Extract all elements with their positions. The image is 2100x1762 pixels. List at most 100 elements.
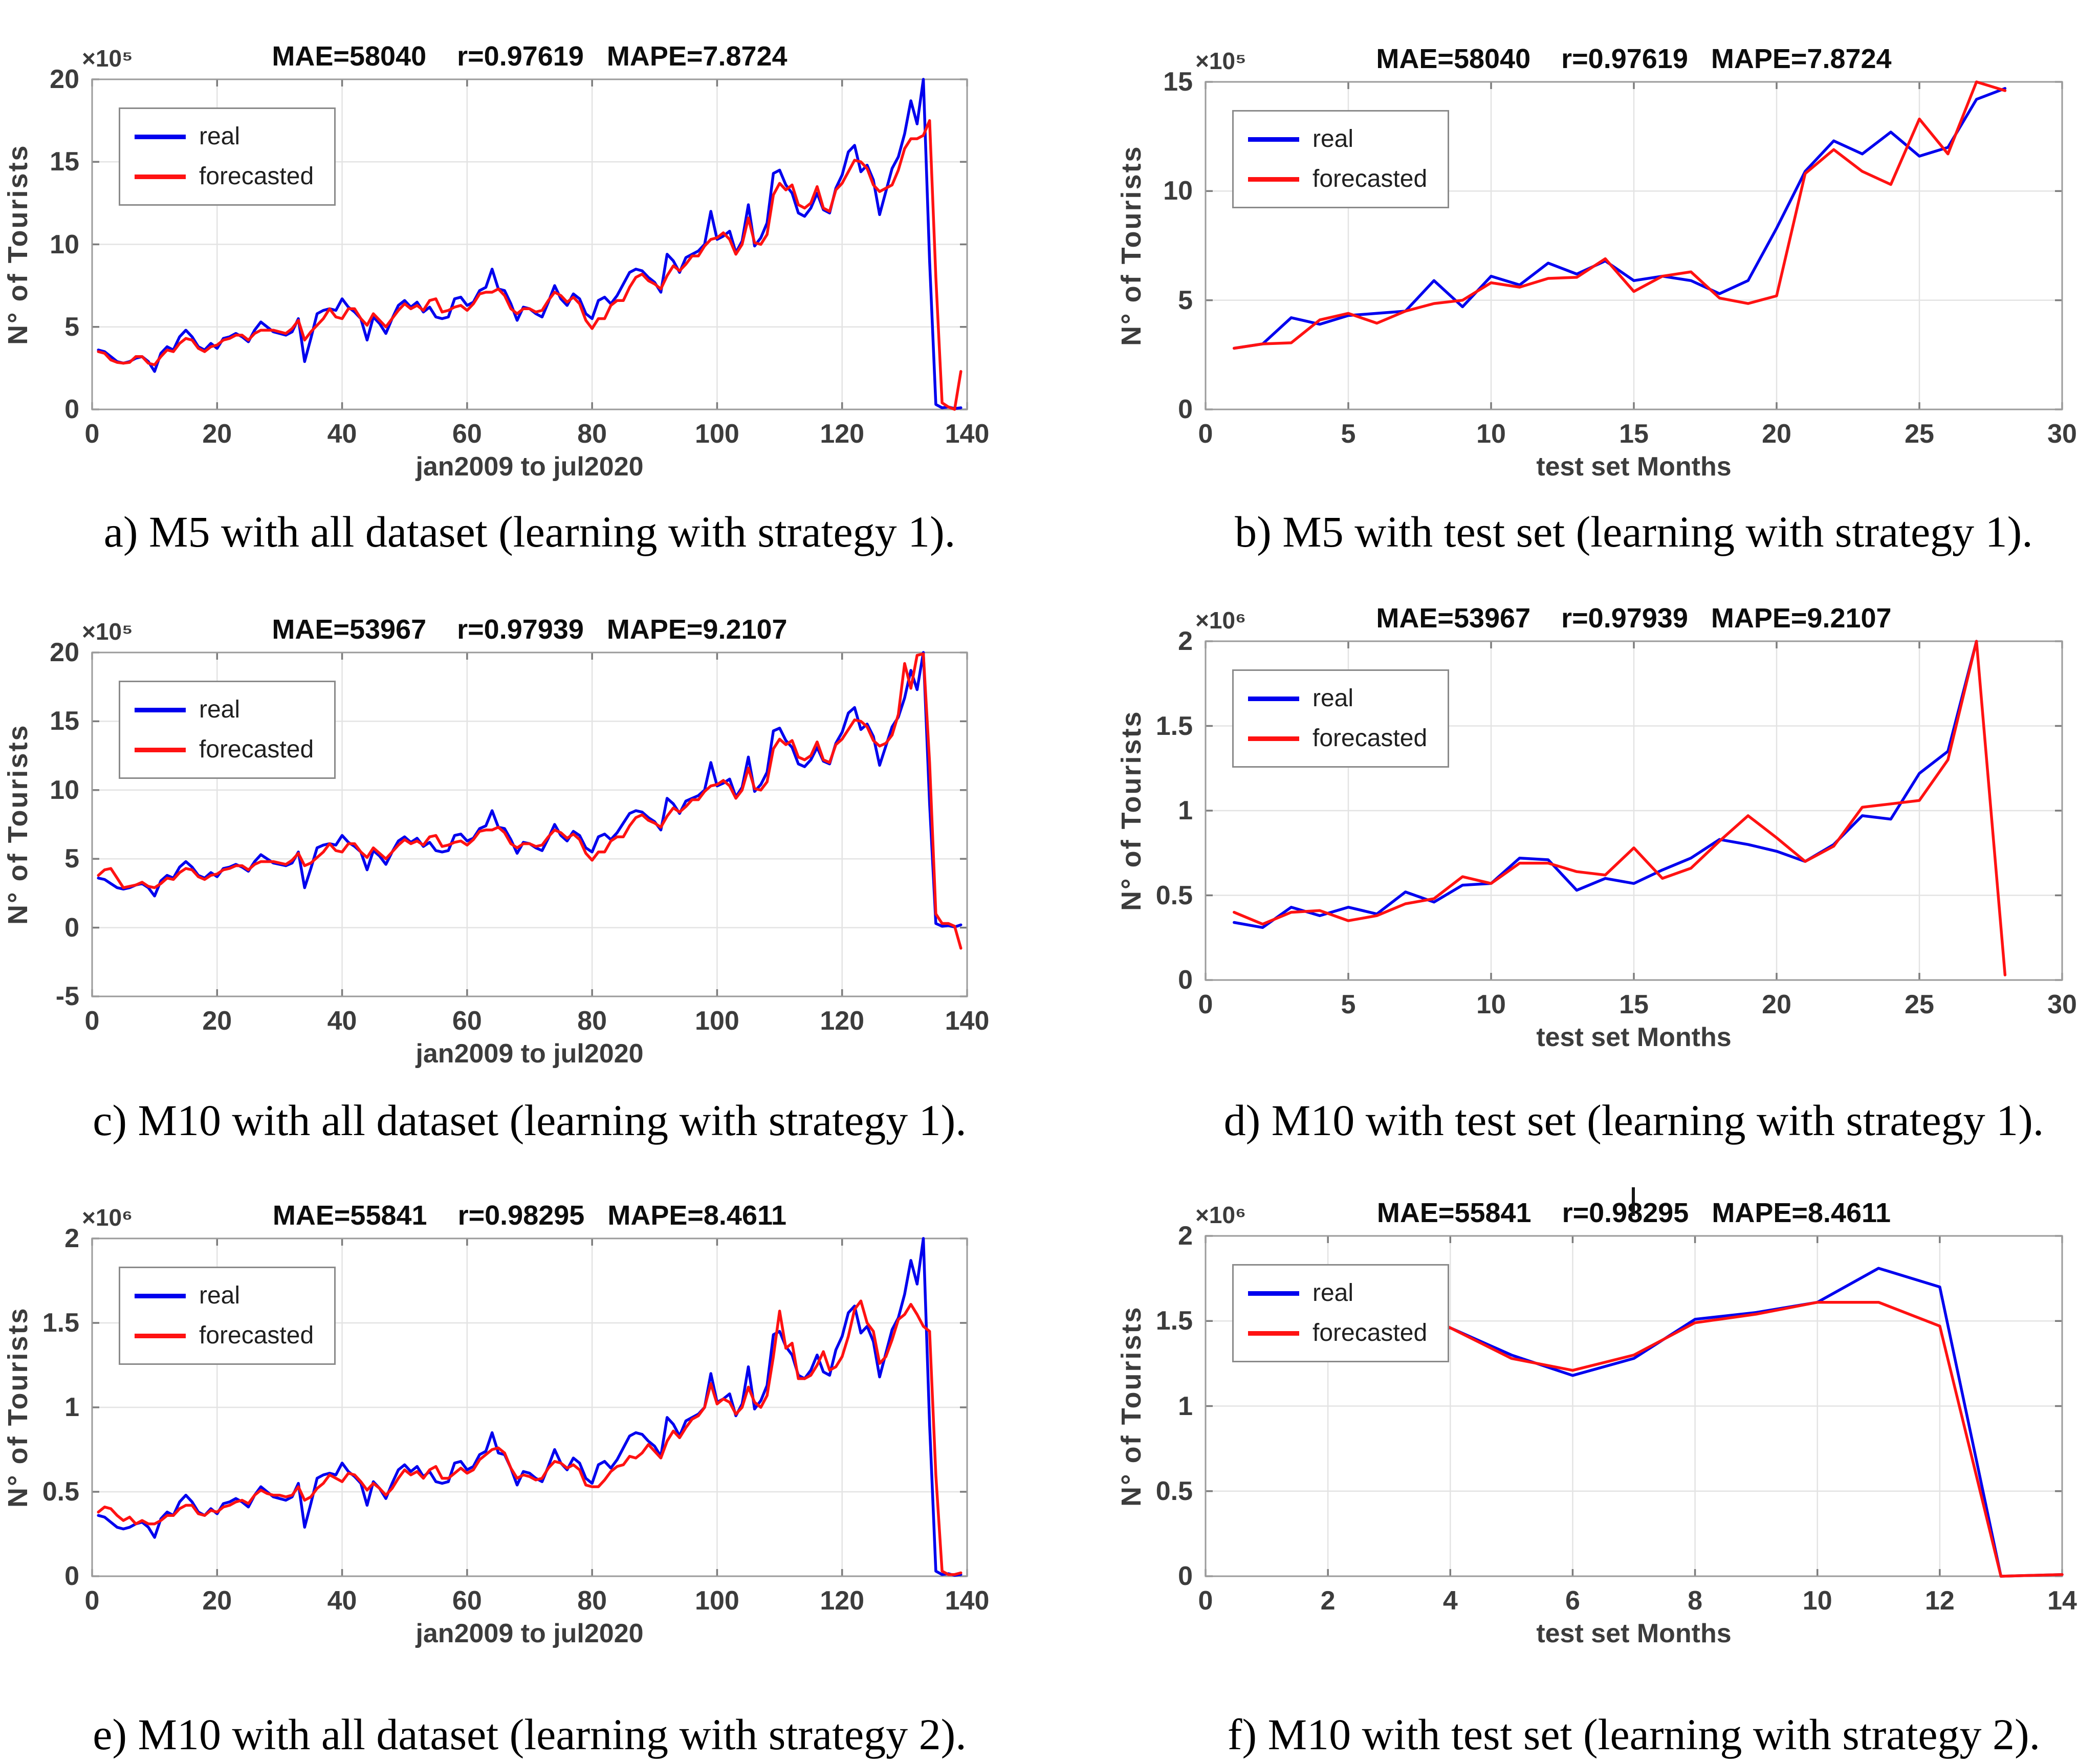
chart-title: MAE=55841 r=0.98295 MAPE=8.4611 [1376, 1198, 1891, 1228]
x-tick-label: 14 [2047, 1586, 2077, 1616]
x-tick-label: 0 [84, 1006, 100, 1036]
y-axis-exponent: ×10⁵ [82, 45, 133, 72]
x-axis-label: jan2009 to jul2020 [415, 1039, 644, 1069]
x-tick-label: 25 [1905, 990, 1934, 1019]
x-tick-label: 40 [327, 1006, 357, 1036]
x-axis-label: jan2009 to jul2020 [415, 1619, 644, 1648]
y-axis-exponent: ×10⁶ [82, 1204, 133, 1231]
y-tick-label: 5 [64, 312, 79, 342]
panel-e: MAE=55841 r=0.98295 MAPE=8.4611 ×10⁶ N° … [0, 1177, 1050, 1762]
x-tick-label: 15 [1619, 419, 1649, 449]
y-tick-label: 0 [64, 395, 79, 424]
x-tick-label: 120 [820, 419, 865, 449]
y-tick-label: 0.5 [1155, 880, 1193, 910]
panel-f: MAE=55841 r=0.98295 MAPE=8.4611 ×10⁶ N° … [1050, 1177, 2100, 1762]
x-tick-label: 10 [1476, 419, 1506, 449]
y-tick-label: 0.5 [42, 1477, 79, 1507]
x-tick-label: 20 [1762, 419, 1791, 449]
y-tick-label: 0.5 [1155, 1476, 1193, 1506]
y-tick-label: 10 [50, 775, 79, 805]
legend-item-real: real [1248, 127, 1427, 151]
legend-item-real: real [1248, 686, 1427, 711]
legend-item-forecasted: forecasted [135, 737, 314, 762]
legend-line-real [1248, 696, 1299, 701]
legend-line-forecasted [1248, 177, 1299, 182]
panel-c: MAE=53967 r=0.97939 MAPE=9.2107 ×10⁵ N° … [0, 589, 1050, 1177]
y-tick-label: 15 [1163, 67, 1193, 97]
y-tick-label: 0 [1178, 965, 1193, 995]
y-tick-label: 5 [1178, 285, 1193, 315]
y-tick-label: 2 [64, 1224, 79, 1253]
x-tick-label: 80 [577, 1006, 607, 1036]
chart-title: MAE=53967 r=0.97939 MAPE=9.2107 [272, 614, 788, 645]
x-tick-label: 20 [202, 1586, 232, 1616]
x-tick-label: 60 [452, 419, 482, 449]
x-axis-label: test set Months [1536, 452, 1732, 482]
x-axis-label: test set Months [1536, 1023, 1732, 1052]
legend: real forecasted [1232, 1264, 1450, 1362]
figure-caption-a: a) M5 with all dataset (learning with st… [103, 507, 956, 556]
y-tick-label: 10 [50, 229, 79, 259]
y-axis-label: N° of Tourists [1116, 145, 1147, 346]
plot-area-c: MAE=53967 r=0.97939 MAPE=9.2107 ×10⁵ N° … [3, 614, 989, 1069]
panel-b: MAE=58040 r=0.97619 MAPE=7.8724 ×10⁵ N° … [1050, 0, 2100, 589]
x-tick-label: 0 [1198, 990, 1213, 1019]
x-tick-label: 60 [452, 1006, 482, 1036]
x-tick-label: 60 [452, 1586, 482, 1616]
y-tick-label: 1 [1178, 1391, 1193, 1421]
y-tick-label: 1 [64, 1393, 79, 1422]
legend: real forecasted [119, 107, 336, 206]
legend-label-forecasted: forecasted [199, 1322, 314, 1349]
panel-a: MAE=58040 r=0.97619 MAPE=7.8724 ×10⁵ N° … [0, 0, 1050, 589]
chart-title: MAE=58040 r=0.97619 MAPE=7.8724 [1376, 43, 1892, 74]
legend-item-real: real [135, 1284, 314, 1308]
x-tick-label: 10 [1476, 990, 1506, 1019]
x-tick-label: 140 [945, 419, 990, 449]
x-tick-label: 5 [1341, 419, 1356, 449]
figure-caption-c: c) M10 with all dataset (learning with s… [93, 1096, 967, 1145]
x-tick-label: 12 [1924, 1586, 1955, 1616]
legend-label-real: real [199, 123, 240, 150]
y-tick-label: 1.5 [1155, 711, 1193, 741]
legend-item-real: real [135, 124, 314, 149]
legend-line-real [135, 134, 186, 139]
x-tick-label: 25 [1905, 419, 1934, 449]
y-tick-label: 0 [1178, 1561, 1193, 1591]
y-axis-exponent: ×10⁵ [82, 618, 133, 645]
x-tick-label: 10 [1802, 1586, 1832, 1616]
x-tick-label: 8 [1688, 1586, 1703, 1616]
figure-caption-e: e) M10 with all dataset (learning with s… [93, 1710, 967, 1759]
x-tick-label: 0 [1198, 1586, 1213, 1616]
plot-area-e: MAE=55841 r=0.98295 MAPE=8.4611 ×10⁶ N° … [3, 1200, 989, 1648]
x-tick-label: 20 [1762, 990, 1791, 1019]
legend: real forecasted [119, 681, 336, 779]
legend-line-forecasted [135, 747, 186, 752]
x-tick-label: 80 [577, 1586, 607, 1616]
y-tick-label: 0 [64, 1561, 79, 1591]
plot-area-b: MAE=58040 r=0.97619 MAPE=7.8724 ×10⁵ N° … [1116, 43, 2077, 482]
legend-item-forecasted: forecasted [1248, 726, 1427, 751]
legend-item-forecasted: forecasted [1248, 1321, 1427, 1345]
legend-label-forecasted: forecasted [1312, 725, 1428, 752]
y-tick-label: -5 [55, 982, 79, 1011]
y-tick-label: 5 [64, 844, 79, 874]
legend-label-real: real [199, 1282, 240, 1309]
plot-area-d: MAE=53967 r=0.97939 MAPE=9.2107 ×10⁶ N° … [1116, 603, 2077, 1052]
legend: real forecasted [1232, 110, 1450, 208]
legend-line-real [1248, 137, 1299, 142]
x-tick-label: 120 [820, 1586, 865, 1616]
legend-label-forecasted: forecasted [199, 163, 314, 190]
panel-d: MAE=53967 r=0.97939 MAPE=9.2107 ×10⁶ N° … [1050, 589, 2100, 1177]
legend-item-forecasted: forecasted [135, 164, 314, 189]
chart-title: MAE=53967 r=0.97939 MAPE=9.2107 [1376, 603, 1892, 634]
legend-label-real: real [1312, 1279, 1354, 1307]
legend-label-real: real [1312, 685, 1354, 712]
x-tick-label: 140 [945, 1006, 990, 1036]
x-tick-label: 30 [2047, 419, 2077, 449]
plot-area-a: MAE=58040 r=0.97619 MAPE=7.8724 ×10⁵ N° … [3, 41, 989, 482]
y-axis-exponent: ×10⁶ [1195, 607, 1246, 634]
y-tick-label: 1.5 [1155, 1306, 1193, 1336]
y-tick-label: 2 [1178, 626, 1193, 656]
legend-item-real: real [135, 698, 314, 722]
y-tick-label: 10 [1163, 176, 1193, 206]
